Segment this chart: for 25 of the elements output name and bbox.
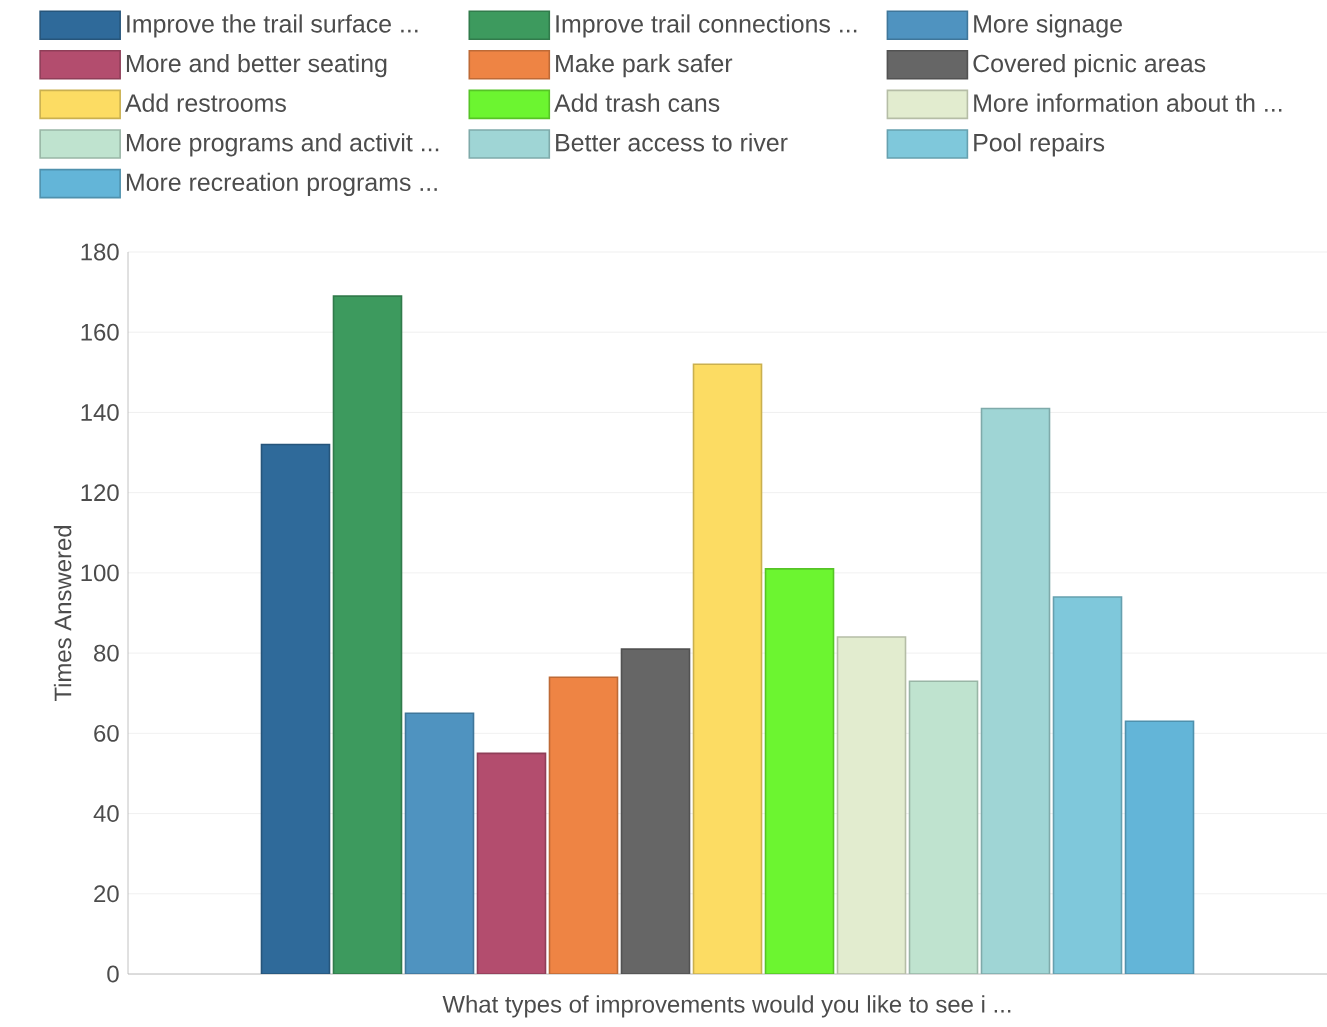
legend-label: Pool repairs (974, 133, 1105, 157)
legend-label: Improve trail connections ... (556, 14, 857, 38)
legend-label: Make park safer (556, 53, 733, 78)
y-tick-label: 100 (81, 564, 119, 582)
y-tick-label: 40 (93, 805, 119, 822)
legend-label: Add trash cans (554, 93, 720, 112)
y-tick-label: 120 (81, 484, 119, 502)
y-axis-title: Times Answered (53, 526, 72, 702)
y-tick-label: 140 (81, 403, 119, 421)
y-tick-label: 80 (94, 644, 119, 662)
legend-label: More signage (974, 14, 1122, 38)
x-axis-title: What types of improvements would you like to see i ... (442, 995, 1011, 1018)
legend-label: Improve the trail surface ... (127, 14, 418, 38)
legend-label: More and better seating (126, 53, 387, 78)
legend-label: Add restrooms (124, 93, 286, 112)
legend-label: Covered picnic areas (973, 53, 1206, 78)
legend-label: More programs and activit ... (126, 133, 439, 157)
y-tick-label: 160 (81, 323, 119, 341)
y-tick-label: 0 (107, 965, 119, 983)
legend-label: More information about th ... (974, 93, 1282, 112)
y-tick-label: 60 (94, 724, 119, 742)
y-tick-label: 20 (94, 885, 119, 903)
legend-label: More recreation programs ... (126, 172, 437, 196)
y-tick-label: 180 (81, 243, 119, 261)
legend-label: Better access to river (556, 133, 788, 152)
